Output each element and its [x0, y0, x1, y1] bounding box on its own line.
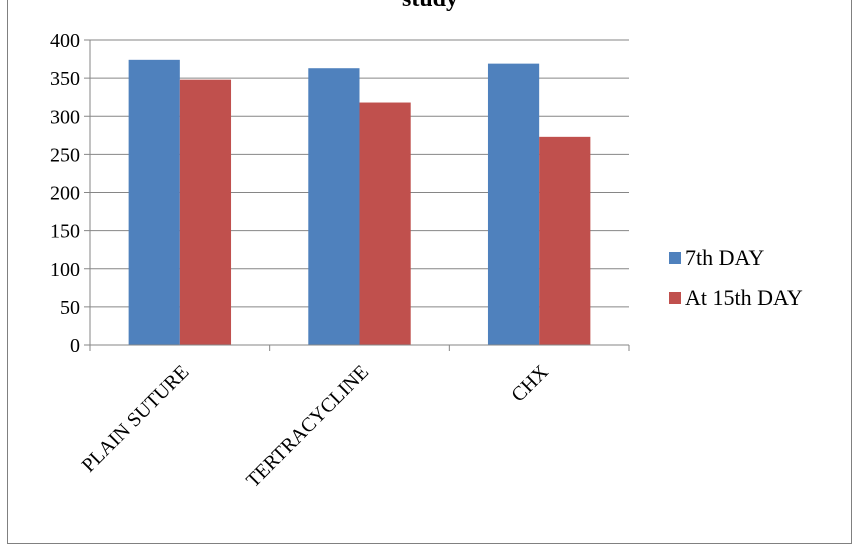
bar-day15-1 [359, 102, 411, 346]
bars [128, 59, 591, 346]
x-tick-label: CHX [507, 361, 553, 407]
legend-label-1: At 15th DAY [685, 285, 803, 310]
x-tick-label: PLAIN SUTURE [78, 361, 194, 477]
y-tick-label: 100 [50, 259, 80, 281]
legend-label-0: 7th DAY [685, 245, 764, 270]
y-tick-label: 250 [50, 144, 80, 166]
legend-swatch-1 [669, 292, 681, 304]
y-tick-label: 50 [60, 297, 80, 319]
y-tick-label: 150 [50, 221, 80, 243]
y-tick-labels: 0 50 100 150 200 250 300 350 400 [50, 30, 80, 357]
bar-day7-1 [308, 68, 360, 346]
bar-day7-0 [128, 59, 180, 345]
legend-swatch-0 [669, 252, 681, 264]
y-tick-label: 350 [50, 68, 80, 90]
bar-day15-2 [539, 136, 591, 345]
x-tick-labels: PLAIN SUTURE TERTRACYCLINE CHX [78, 361, 553, 492]
bar-day7-2 [487, 63, 540, 345]
y-tick-label: 0 [70, 335, 80, 357]
x-tick-label: TERTRACYCLINE [242, 361, 373, 492]
y-tick-label: 300 [50, 106, 80, 128]
chart-title: study [402, 0, 458, 12]
legend: 7th DAY At 15th DAY [669, 245, 803, 310]
axes [84, 39, 630, 351]
bar-day15-0 [179, 79, 232, 346]
y-tick-label: 400 [50, 30, 80, 52]
y-tick-label: 200 [50, 183, 80, 205]
